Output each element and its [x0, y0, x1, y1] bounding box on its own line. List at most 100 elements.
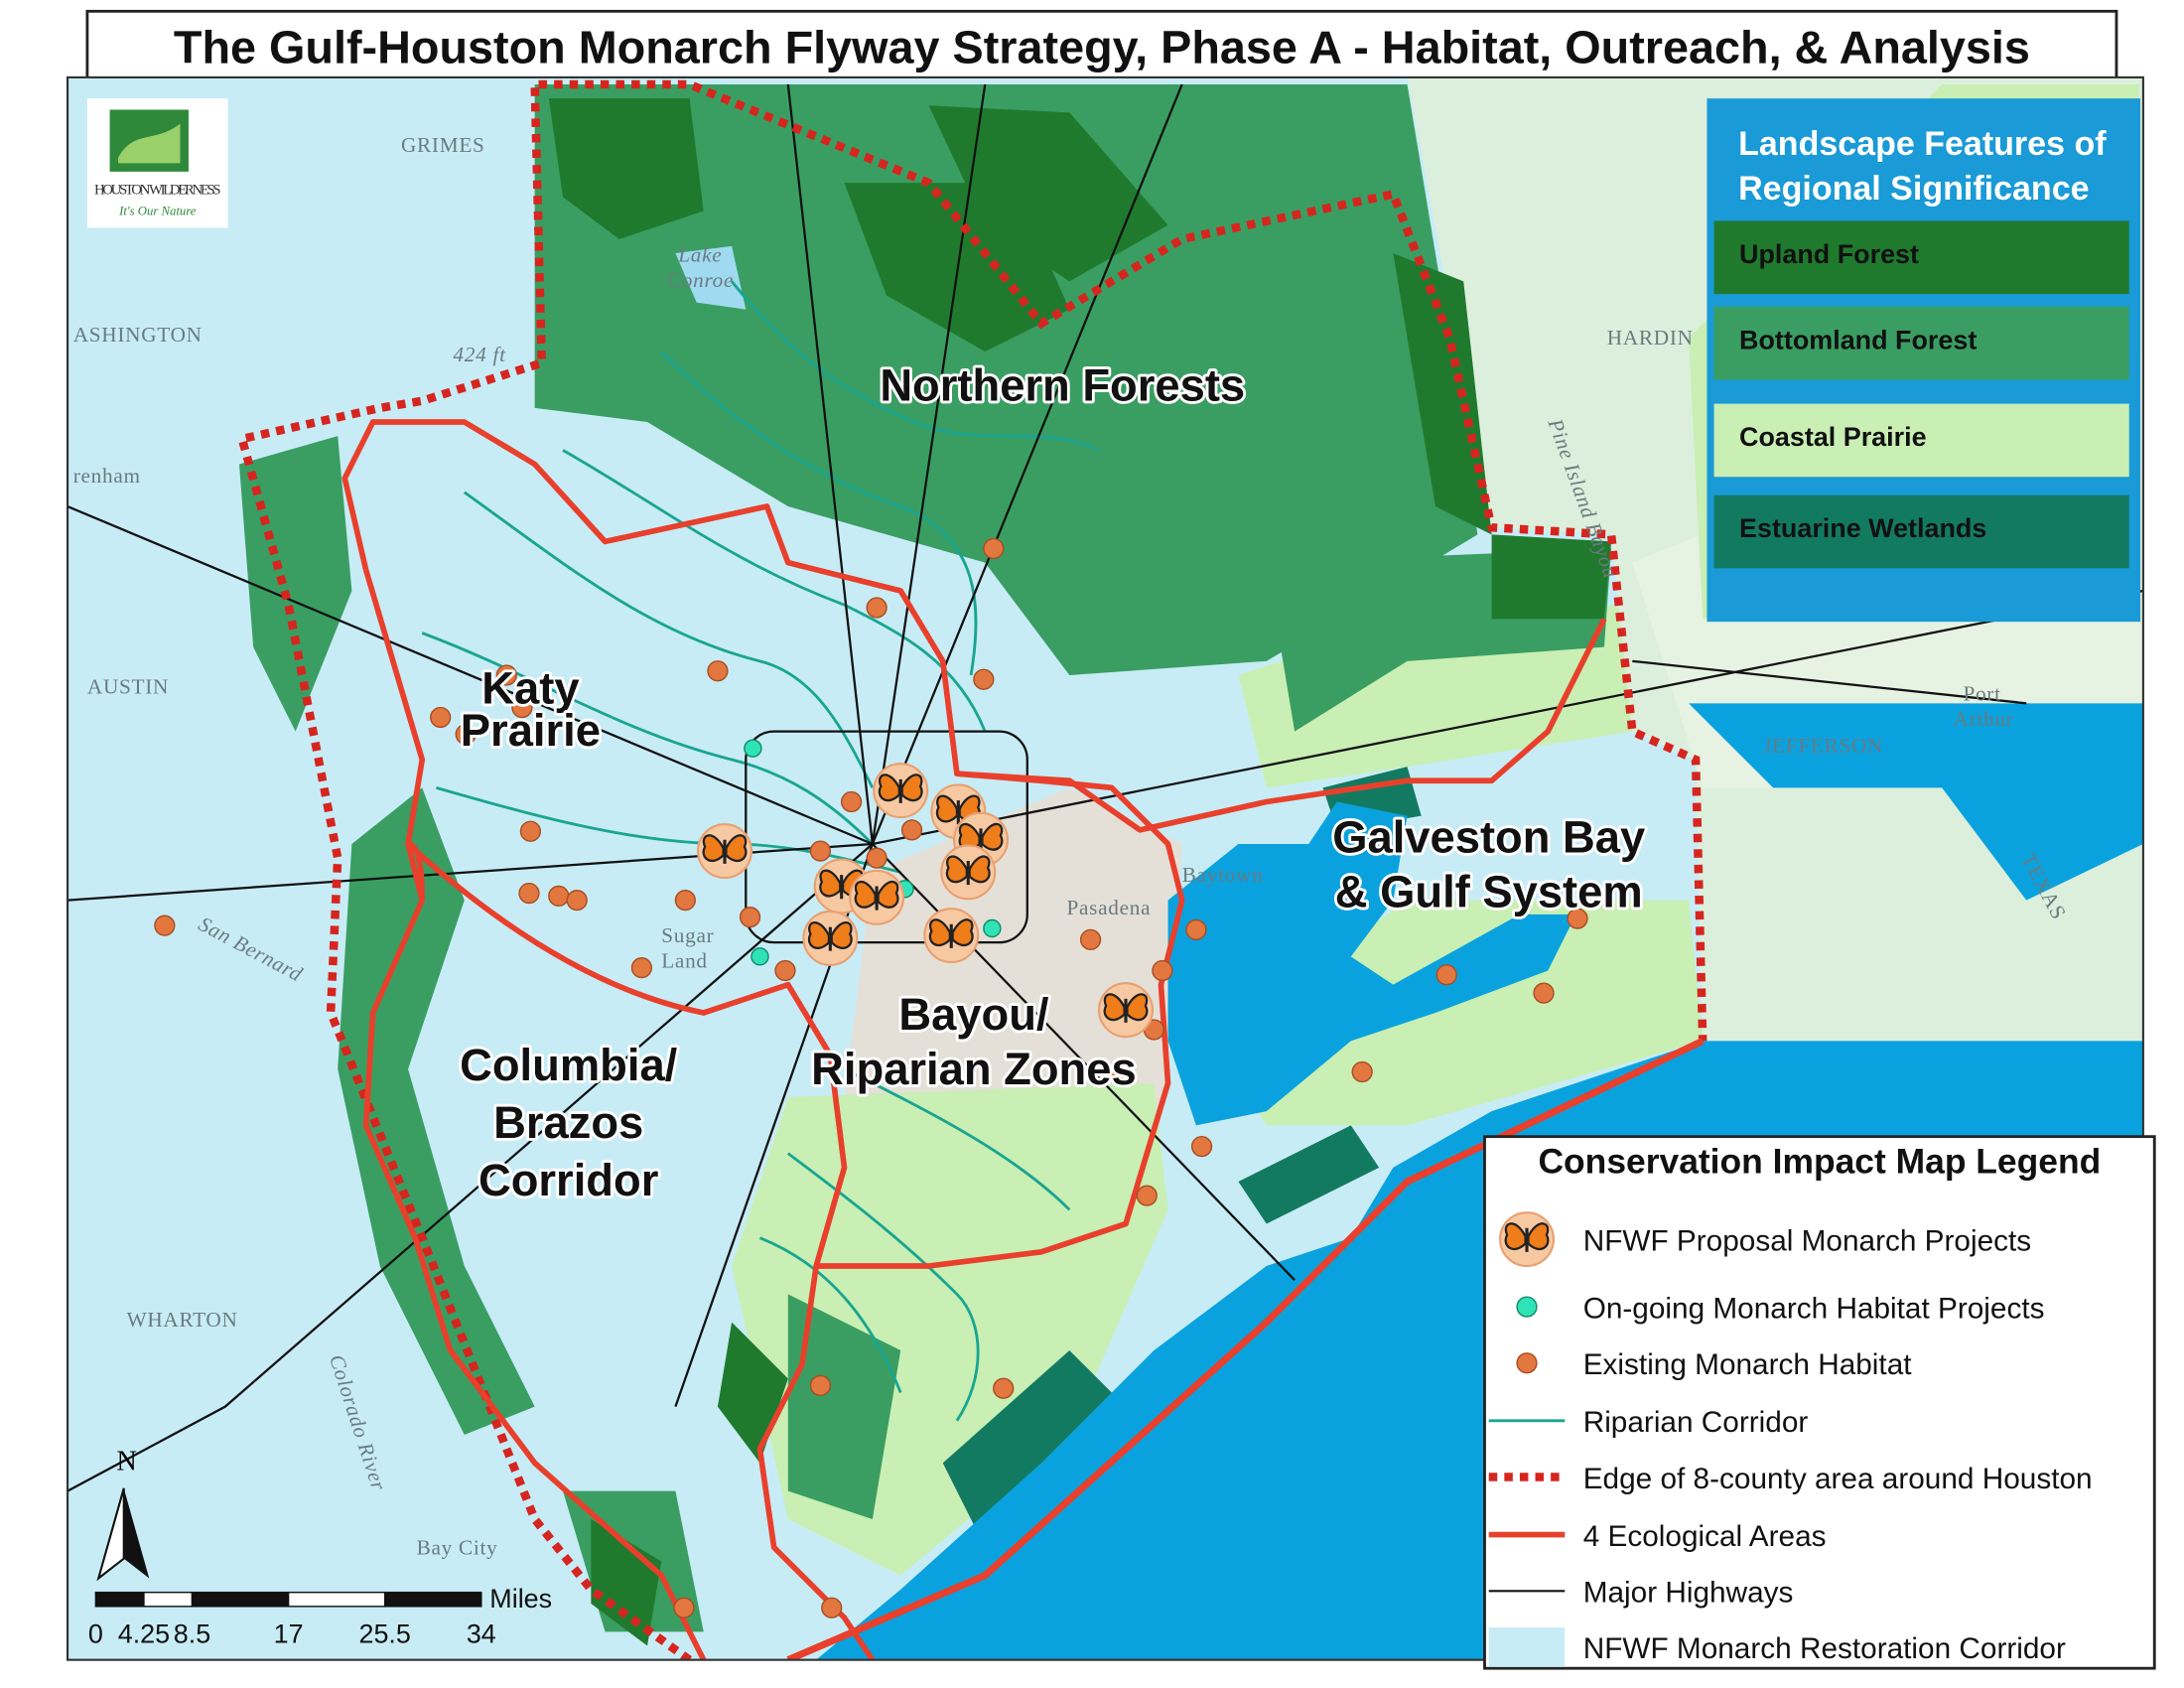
- existing-habitat: [821, 1597, 843, 1618]
- existing-habitat: [866, 597, 887, 619]
- legend-label: Bottomland Forest: [1739, 325, 1977, 354]
- region-label: Prairie: [461, 705, 601, 756]
- existing-habitat: [674, 890, 696, 912]
- place-label: Pasadena: [1066, 896, 1151, 919]
- region-label: Corridor: [478, 1155, 658, 1205]
- map-frame: [66, 75, 2144, 1661]
- region-label: Katy: [481, 662, 579, 713]
- ecological-areas: [341, 419, 1705, 1660]
- legend-swatch: [1713, 494, 2129, 569]
- title-box: [85, 9, 2118, 83]
- existing-habitat: [673, 1597, 695, 1618]
- scale-segment: [287, 1591, 386, 1608]
- existing-habitat: [1185, 918, 1207, 941]
- region-label: Riparian Zones: [811, 1044, 1137, 1094]
- existing-habitat: [1079, 928, 1102, 950]
- legend-label: Major Highways: [1583, 1577, 1794, 1610]
- existing-habitat: [1351, 1060, 1373, 1083]
- place-label: Land: [661, 949, 708, 973]
- proposal-project: [939, 844, 997, 901]
- existing-habitat: [495, 664, 517, 686]
- logo-tagline: It's Our Nature: [118, 205, 197, 218]
- title: The Gulf-Houston Monarch Flyway Strategy…: [174, 21, 2030, 72]
- existing-habitat: [983, 537, 1005, 560]
- existing-habitat: [566, 890, 588, 912]
- ongoing-project: [983, 918, 1002, 938]
- ongoing-project: [751, 947, 769, 966]
- scale-tick-label: 34: [467, 1619, 496, 1649]
- place-label: Lake: [677, 243, 722, 267]
- proposal-project: [696, 822, 753, 880]
- scale-tick-label: 8.5: [174, 1619, 210, 1649]
- existing-habitat: [866, 847, 887, 869]
- scale-segment: [383, 1591, 482, 1608]
- existing-habitat: [430, 706, 452, 729]
- region-label: Bayou/: [898, 989, 1049, 1040]
- existing-habitat: [518, 882, 540, 905]
- place-label: Sugar: [661, 923, 714, 947]
- proposal-project: [848, 869, 905, 926]
- existing-habitat: [1152, 959, 1173, 982]
- existing-habitat: [900, 819, 923, 841]
- scale-segment: [143, 1591, 194, 1608]
- existing-habitat: [1190, 1135, 1213, 1158]
- ongoing-project: [744, 739, 762, 758]
- place-label: GRIMES: [401, 133, 485, 157]
- galveston-bay: [1167, 801, 1576, 1126]
- logo-name: HOUSTON WILDERNESS: [94, 183, 221, 199]
- legend-label: Estuarine Wetlands: [1739, 513, 1986, 543]
- existing-habitat: [1111, 1065, 1133, 1087]
- place-label: AUSTIN: [87, 674, 169, 698]
- map: GRIMES ASHINGTON renham AUSTIN WHARTON H…: [68, 76, 2143, 1660]
- legend-items: Upland Forest Bottomland Forest Coastal Pr…: [1713, 220, 2129, 569]
- scale-bar: Miles 0 4.25 8.5 17 25.5 34: [88, 1584, 552, 1648]
- existing-habitat: [1435, 964, 1457, 986]
- place-label: Arthur: [1954, 707, 2014, 731]
- existing-habitat: [630, 957, 653, 979]
- scale-tick-label: 25.5: [358, 1619, 410, 1649]
- existing-habitat: [511, 696, 533, 719]
- existing-habitat: [1567, 908, 1588, 929]
- region-label: & Gulf System: [1335, 867, 1643, 917]
- region-label: Galveston Bay: [1332, 812, 1645, 863]
- legend-label: Existing Monarch Habitat: [1583, 1348, 1913, 1381]
- proposal-project: [1097, 981, 1155, 1039]
- scale-tick-label: 17: [274, 1619, 304, 1649]
- existing-habitat: [519, 820, 542, 842]
- scale-segment: [191, 1591, 290, 1608]
- proposal-project: [872, 762, 929, 819]
- sabine-lake: [1689, 703, 2143, 901]
- legend-swatch: [1713, 403, 2129, 478]
- legend-swatch: [1713, 306, 2129, 380]
- legend-box: [1483, 1135, 2156, 1670]
- legend-symbol: [1488, 1627, 1566, 1667]
- existing-habitat: [1136, 1185, 1158, 1206]
- proposal-project: [801, 910, 859, 967]
- north-label: N: [116, 1446, 136, 1477]
- legend-label: Edge of 8-county area around Houston: [1583, 1463, 2093, 1495]
- legend-label: On-going Monarch Habitat Projects: [1583, 1292, 2045, 1325]
- legend-symbol: [1516, 1296, 1538, 1318]
- scale-unit: Miles: [489, 1584, 552, 1614]
- lake-conroe: [675, 245, 747, 310]
- legend-label: NFWF Monarch Restoration Corridor: [1583, 1632, 2066, 1665]
- scale-tick-label: 4.25: [118, 1619, 170, 1649]
- place-label: 424 ft: [453, 343, 506, 366]
- proposal-project: [922, 907, 980, 964]
- legend-swatch: [1713, 220, 2129, 295]
- legend-symbol: [1498, 1210, 1556, 1268]
- legend-label: 4 Ecological Areas: [1583, 1520, 1827, 1553]
- points: [154, 537, 1588, 1618]
- scale-tick-label: 0: [88, 1619, 103, 1649]
- existing-habitat: [548, 885, 570, 908]
- legend-symbol: [1516, 1352, 1538, 1374]
- place-label: Baytown: [1182, 863, 1264, 887]
- existing-habitat: [455, 723, 477, 746]
- legend-label: Coastal Prairie: [1739, 422, 1927, 452]
- existing-habitat: [739, 907, 761, 928]
- legend-label: NFWF Proposal Monarch Projects: [1583, 1224, 2031, 1257]
- region-label: Columbia/: [460, 1040, 678, 1090]
- landscape-legend: Landscape Features of Regional Significa…: [1706, 98, 2141, 623]
- existing-habitat: [154, 914, 176, 936]
